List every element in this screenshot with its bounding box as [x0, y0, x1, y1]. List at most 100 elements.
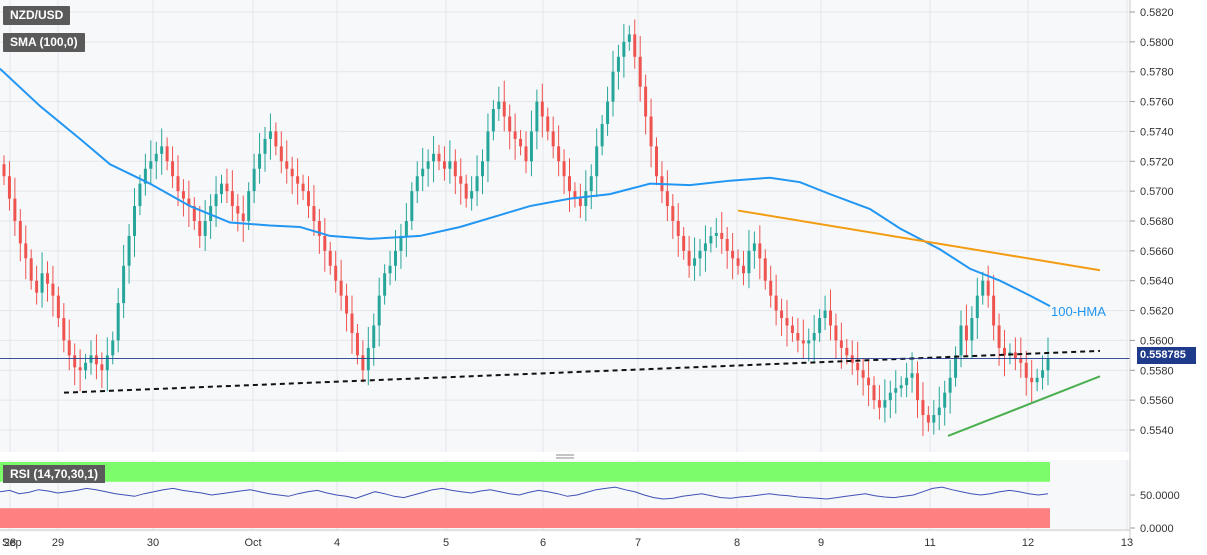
candle	[611, 50, 615, 117]
candle	[296, 158, 300, 205]
rsi-oversold-zone	[0, 508, 1050, 528]
candle	[997, 313, 1001, 366]
candle	[742, 250, 745, 286]
rsi-badge[interactable]: RSI (14,70,30,1)	[3, 465, 106, 483]
candle	[823, 295, 827, 330]
candle	[40, 252, 44, 308]
candle	[676, 203, 680, 257]
candle	[888, 380, 892, 419]
candle	[932, 400, 936, 435]
candle	[491, 100, 495, 141]
candle	[89, 340, 93, 375]
candle	[747, 229, 751, 289]
y-tick-label: 0.5760	[1140, 97, 1174, 109]
candle	[769, 265, 773, 308]
candle	[524, 131, 528, 174]
hma-line	[0, 67, 1051, 307]
candle	[616, 44, 620, 90]
candle	[122, 244, 126, 319]
candle	[312, 185, 316, 236]
candle	[1013, 337, 1017, 371]
candle	[633, 19, 637, 69]
candle	[171, 146, 175, 189]
candle	[442, 146, 446, 181]
candle	[557, 125, 561, 177]
candle	[383, 264, 387, 305]
candle	[573, 182, 577, 208]
candle	[600, 115, 604, 156]
candle	[763, 249, 767, 290]
trend-line	[63, 349, 1101, 394]
candle	[731, 232, 735, 280]
candle	[622, 23, 626, 78]
candle	[73, 343, 77, 386]
candle	[394, 229, 397, 281]
x-tick-label: 6	[540, 537, 546, 549]
candle	[470, 176, 474, 211]
candle	[703, 225, 707, 272]
candle	[149, 140, 153, 184]
candle	[649, 98, 653, 168]
rsi-tick-label: 0.0000	[1140, 523, 1174, 535]
candle	[546, 107, 550, 141]
candle	[714, 218, 718, 248]
x-tick-label: Sep	[2, 537, 22, 549]
candle	[720, 212, 724, 254]
candle	[317, 209, 321, 254]
x-tick-label: 29	[52, 537, 64, 549]
candle	[388, 250, 392, 286]
candle	[220, 174, 223, 204]
candle	[415, 161, 419, 204]
candle	[926, 406, 930, 432]
candle	[355, 324, 359, 365]
candle	[2, 155, 6, 186]
candles	[2, 19, 1050, 436]
candle	[529, 110, 533, 177]
pane-resize-handle[interactable]	[556, 454, 574, 459]
candle	[1030, 359, 1034, 404]
candle	[975, 277, 979, 339]
candle	[899, 376, 903, 398]
candle	[856, 341, 860, 386]
y-tick-label: 0.5780	[1140, 67, 1174, 79]
candle	[78, 349, 82, 392]
candle	[372, 313, 376, 366]
candle	[29, 249, 33, 290]
candle	[143, 153, 147, 196]
candle	[595, 128, 599, 198]
candle	[46, 261, 49, 302]
candle	[247, 182, 251, 230]
y-tick-label: 0.5620	[1140, 306, 1174, 318]
candle	[176, 155, 180, 207]
candle	[258, 132, 262, 184]
candle	[655, 137, 658, 186]
candle	[165, 137, 169, 171]
rsi-line	[0, 486, 1049, 500]
candle	[562, 149, 566, 195]
candle	[410, 182, 414, 230]
symbol-badge[interactable]: NZD/USD	[3, 6, 71, 25]
candle	[540, 83, 544, 138]
candle	[943, 380, 947, 426]
sma-badge[interactable]: SMA (100,0)	[3, 33, 85, 52]
candle	[459, 158, 463, 205]
y-tick-label: 0.5640	[1140, 276, 1174, 288]
candle	[709, 226, 713, 253]
candle	[807, 328, 811, 362]
y-tick-label: 0.5720	[1140, 156, 1174, 168]
candle	[214, 176, 218, 227]
rsi-tick-label: 50.0000	[1140, 490, 1180, 502]
candle	[818, 309, 822, 342]
candle	[948, 359, 952, 414]
candle	[345, 283, 349, 332]
candle	[67, 319, 71, 371]
candle	[328, 241, 332, 275]
candle	[1041, 355, 1045, 390]
candle	[1019, 337, 1023, 378]
y-tick-label: 0.5700	[1140, 186, 1174, 198]
candle	[992, 274, 996, 341]
candle	[589, 164, 593, 210]
candle	[464, 174, 468, 208]
x-tick-label: 30	[147, 537, 159, 549]
trend-line	[737, 209, 1101, 272]
